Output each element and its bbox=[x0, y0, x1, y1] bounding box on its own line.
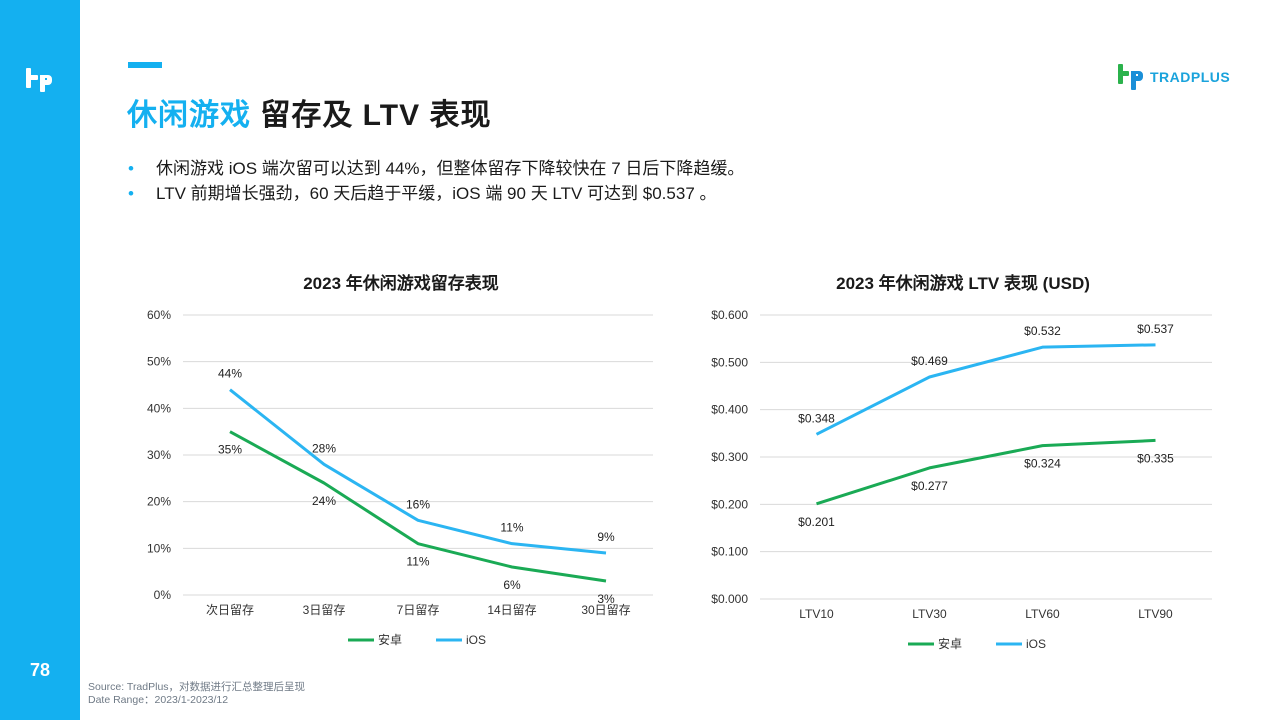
y-tick-label: $0.600 bbox=[711, 308, 748, 322]
data-label: $0.324 bbox=[1024, 457, 1061, 471]
data-label: $0.335 bbox=[1137, 451, 1174, 465]
series-line-android bbox=[816, 438, 1156, 506]
data-label: 9% bbox=[597, 530, 615, 544]
data-label: 11% bbox=[406, 555, 429, 569]
sidebar: 78 bbox=[0, 0, 80, 720]
y-tick-label: $0.100 bbox=[711, 545, 748, 559]
x-tick-label: 30日留存 bbox=[581, 603, 630, 617]
data-label: 24% bbox=[312, 494, 336, 508]
title-accent-bar bbox=[128, 62, 162, 68]
bullet-item: LTV 前期增长强劲，60 天后趋于平缓，iOS 端 90 天 LTV 可达到 … bbox=[128, 181, 744, 206]
series-line-ios bbox=[229, 388, 607, 555]
data-label: 28% bbox=[312, 441, 336, 455]
legend-label: iOS bbox=[1026, 637, 1046, 651]
data-label: 35% bbox=[218, 443, 242, 457]
chart-title: 2023 年休闲游戏留存表现 bbox=[303, 273, 499, 293]
page-number: 78 bbox=[29, 660, 51, 680]
data-label: $0.277 bbox=[911, 479, 948, 493]
y-tick-label: $0.300 bbox=[711, 450, 748, 464]
legend-label: 安卓 bbox=[378, 632, 402, 647]
chart-title: 2023 年休闲游戏 LTV 表现 (USD) bbox=[836, 273, 1090, 293]
y-tick-label: 30% bbox=[147, 448, 171, 462]
retention-chart: 2023 年休闲游戏留存表现 0% 10% 20% 30% 40% 50% 60% 次日留存 3日… bbox=[88, 262, 688, 662]
legend-label: 安卓 bbox=[938, 636, 962, 651]
source-note: Source: TradPlus，对数据进行汇总整理后呈现 Date Range… bbox=[88, 681, 305, 707]
ltv-chart: 2023 年休闲游戏 LTV 表现 (USD) $0.000 $0.100 $0.20… bbox=[690, 262, 1250, 662]
data-label: $0.469 bbox=[911, 354, 948, 368]
x-tick-label: 3日留存 bbox=[303, 603, 346, 617]
brand-logo: TRADPLUS bbox=[1116, 60, 1230, 94]
title-highlight: 休闲游戏 bbox=[127, 99, 251, 132]
data-label: $0.348 bbox=[798, 411, 835, 425]
data-label: $0.537 bbox=[1137, 322, 1174, 336]
tradplus-brand-icon bbox=[1118, 64, 1143, 90]
title-rest: 留存及 LTV 表现 bbox=[260, 99, 492, 132]
data-label: $0.201 bbox=[798, 515, 835, 529]
date-range-line: Date Range：2023/1-2023/12 bbox=[88, 694, 229, 706]
y-tick-label: 10% bbox=[147, 541, 171, 555]
x-tick-label: LTV30 bbox=[912, 607, 947, 621]
y-tick-label: 50% bbox=[147, 355, 171, 369]
data-label: 6% bbox=[503, 578, 521, 592]
y-tick-label: 40% bbox=[147, 401, 171, 415]
bullet-item: 休闲游戏 iOS 端次留可以达到 44%，但整体留存下降较快在 7 日后下降趋缓… bbox=[128, 156, 744, 181]
data-label: $0.532 bbox=[1024, 324, 1061, 338]
source-line: Source: TradPlus，对数据进行汇总整理后呈现 bbox=[88, 681, 306, 693]
data-label: 16% bbox=[406, 497, 430, 511]
series-line-ios bbox=[815, 343, 1156, 436]
x-tick-label: 14日留存 bbox=[487, 603, 536, 617]
y-tick-label: 60% bbox=[147, 308, 171, 322]
x-tick-label: LTV60 bbox=[1025, 607, 1060, 621]
x-tick-label: LTV90 bbox=[1138, 607, 1173, 621]
data-label: 3% bbox=[597, 592, 615, 606]
y-tick-label: 0% bbox=[154, 588, 172, 602]
x-tick-label: LTV10 bbox=[799, 607, 834, 621]
y-tick-label: $0.200 bbox=[711, 497, 748, 511]
x-tick-label: 7日留存 bbox=[397, 603, 440, 617]
legend-label: iOS bbox=[466, 633, 486, 647]
y-tick-label: 20% bbox=[147, 495, 171, 509]
y-tick-label: $0.500 bbox=[711, 355, 748, 369]
y-tick-label: $0.400 bbox=[711, 403, 748, 417]
tradplus-logo-icon bbox=[26, 68, 52, 92]
page-title: 休闲游戏 留存及 LTV 表现 bbox=[127, 90, 491, 134]
y-tick-label: $0.000 bbox=[711, 592, 748, 606]
data-label: 11% bbox=[500, 521, 523, 535]
brand-text: TRADPLUS bbox=[1150, 69, 1231, 85]
data-label: 44% bbox=[218, 367, 242, 381]
series-line-android bbox=[229, 430, 607, 583]
bullet-list: 休闲游戏 iOS 端次留可以达到 44%，但整体留存下降较快在 7 日后下降趋缓… bbox=[128, 156, 744, 206]
x-tick-label: 次日留存 bbox=[206, 603, 254, 617]
